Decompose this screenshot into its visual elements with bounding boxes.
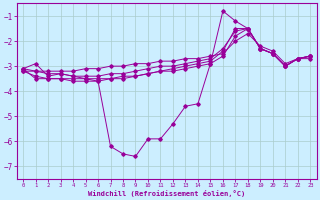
- X-axis label: Windchill (Refroidissement éolien,°C): Windchill (Refroidissement éolien,°C): [88, 190, 245, 197]
